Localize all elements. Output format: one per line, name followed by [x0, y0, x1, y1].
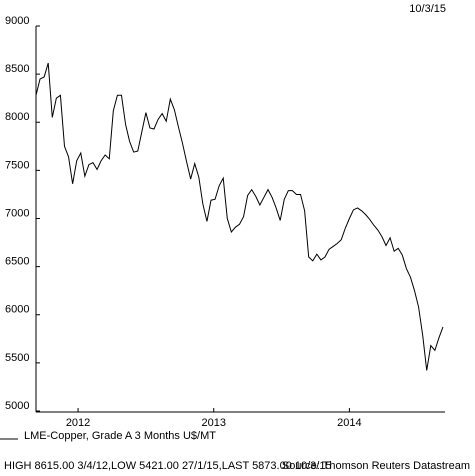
- series-line: [35, 62, 444, 371]
- x-tick-label: 2012: [66, 417, 90, 429]
- y-tick-label: 5500: [5, 352, 29, 364]
- x-tick-label: 2014: [337, 417, 361, 429]
- y-tick-label: 7500: [5, 159, 29, 171]
- y-tick-label: 8500: [5, 63, 29, 75]
- x-tick-label: 2013: [201, 417, 225, 429]
- y-tick-label: 9000: [5, 15, 29, 27]
- legend-label: LME-Copper, Grade A 3 Months U$/MT: [24, 430, 216, 442]
- y-tick-label: 7000: [5, 207, 29, 219]
- source: Source: Thomson Reuters Datastream: [282, 460, 470, 472]
- footer-stats: HIGH 8615.00 3/4/12,LOW 5421.00 27/1/15,…: [4, 460, 332, 472]
- y-tick-label: 8000: [5, 111, 29, 123]
- y-tick-label: 6000: [5, 304, 29, 316]
- y-tick-label: 6500: [5, 256, 29, 268]
- date-label: 10/3/15: [409, 3, 446, 15]
- y-tick-label: 5000: [5, 400, 29, 412]
